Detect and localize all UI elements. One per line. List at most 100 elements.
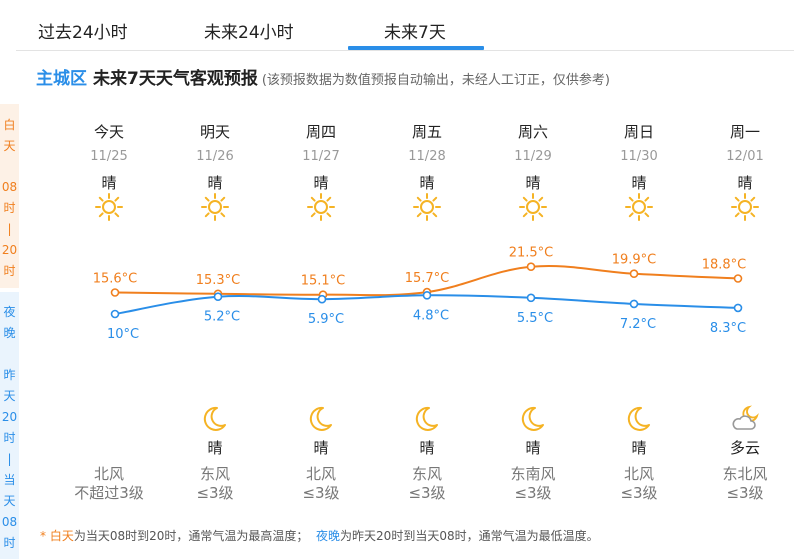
high-temp-point [629,269,639,279]
day-date: 11/25 [90,149,128,164]
sun-icon [412,192,442,222]
wind-direction: 东北风 [722,465,768,483]
wind-direction: 北风 [93,465,124,483]
night-weather-text: 晴 [631,439,647,457]
footer-note: * 白天为当天08时到20时，通常气温为最高温度； 夜晚为昨天20时到当天08时… [40,527,599,544]
night-side-label: 夜晚昨天 20 时 | 当天 08 时 [0,292,19,559]
low-temp-point [526,293,536,303]
wind-direction: 东风 [411,465,442,483]
day-name: 周六 [517,123,548,141]
day-name: 明天 [199,123,230,141]
low-temp-point [213,292,223,302]
sun-icon [200,192,230,222]
side-night-char: 天 [3,389,16,403]
day-weather-text: 晴 [419,174,435,192]
side-night-char: 时 [3,431,16,445]
daytime-side-label: 白天 08 时 | 20 时 [0,104,19,288]
day-date: 11/27 [302,149,340,164]
low-temp-label: 5.2°C [204,310,240,325]
tab-past-24h[interactable]: 过去24小时 [38,23,128,43]
low-temp-point [317,294,327,304]
day-weather-text: 晴 [207,174,223,192]
footer-night-word: 夜晚 [316,529,341,543]
side-night-char: 昨 [3,368,16,382]
side-night-char: 夜 [3,305,16,319]
moon-icon [412,404,442,434]
side-day-char: 20 [1,243,18,257]
tab-divider [16,50,794,51]
sun-icon [518,192,548,222]
low-temp-label: 10°C [107,327,139,342]
high-temp-label: 15.6°C [93,272,138,287]
wind-level: ≤3级 [196,484,234,502]
side-day-char: 天 [3,139,16,153]
low-temp-label: 7.2°C [620,317,656,332]
night-weather-text: 晴 [419,439,435,457]
high-temp-point [526,262,536,272]
sun-icon [306,192,336,222]
active-tab-indicator [348,46,484,50]
moon-icon [306,404,336,434]
night-weather-text: 多云 [729,439,760,457]
side-night-char: 晚 [3,326,16,340]
tab-bar: 过去24小时 未来24小时 未来7天 [0,0,805,52]
day-date: 11/28 [408,149,446,164]
side-day-char: 时 [3,264,16,278]
day-weather-text: 晴 [631,174,647,192]
moon-icon [518,404,548,434]
side-day-char: 08 [1,180,18,194]
day-weather-text: 晴 [525,174,541,192]
tab-next-7d[interactable]: 未来7天 [384,23,446,43]
day-date: 12/01 [726,149,764,164]
night-weather-text: 晴 [313,439,329,457]
footer-night-text: 为昨天20时到当天08时，通常气温为最低温度。 [340,529,599,543]
high-temp-label: 21.5°C [509,246,554,261]
day-name: 周四 [305,123,336,141]
high-temp-label: 18.8°C [702,258,747,273]
day-name: 今天 [93,123,124,141]
day-name: 周日 [623,123,654,141]
moon-icon [200,404,230,434]
wind-level: ≤3级 [726,484,764,502]
day-date: 11/30 [620,149,658,164]
side-day-char: | [7,222,12,236]
day-date: 11/29 [514,149,552,164]
moon-icon [624,404,654,434]
high-temp-label: 15.7°C [405,271,450,286]
low-temp-point [629,299,639,309]
low-temp-label: 8.3°C [710,321,746,336]
footer-star: * [40,529,50,543]
high-temp-point [110,288,120,297]
side-night-char: 当 [3,473,16,487]
night-weather-text: 晴 [525,439,541,457]
day-name: 周一 [729,123,760,141]
wind-direction: 东南风 [510,465,556,483]
low-temp-point [422,290,432,300]
sun-icon [94,192,124,222]
low-temp-label: 4.8°C [413,308,449,323]
high-temp-label: 15.3°C [196,273,241,288]
wind-direction: 北风 [623,465,654,483]
wind-level: ≤3级 [302,484,340,502]
high-temp-point [733,274,743,283]
disclaimer-note: (该预报数据为数值预报自动输出，未经人工订正，仅供参考) [261,73,610,88]
sun-icon [624,192,654,222]
side-night-char: 08 [1,515,18,529]
wind-direction: 北风 [305,465,336,483]
forecast-heading: 主城区 未来7天天气客观预报 (该预报数据为数值预报自动输出，未经人工订正，仅供参考… [36,64,610,89]
footer-day-word: 白天 [49,529,74,543]
side-night-char: | [7,452,12,466]
side-day-char: 时 [3,201,16,215]
day-date: 11/26 [196,149,234,164]
high-temp-label: 19.9°C [612,253,657,268]
low-temp-point [110,309,120,319]
day-weather-text: 晴 [313,174,329,192]
tab-next-24h[interactable]: 未来24小时 [204,23,294,43]
night-weather-text: 晴 [207,439,223,457]
wind-level: ≤3级 [514,484,552,502]
low-temp-point [733,303,743,313]
partly-cloudy-night-icon [730,404,760,434]
side-night-char: 时 [3,536,16,550]
day-name: 周五 [411,123,442,141]
